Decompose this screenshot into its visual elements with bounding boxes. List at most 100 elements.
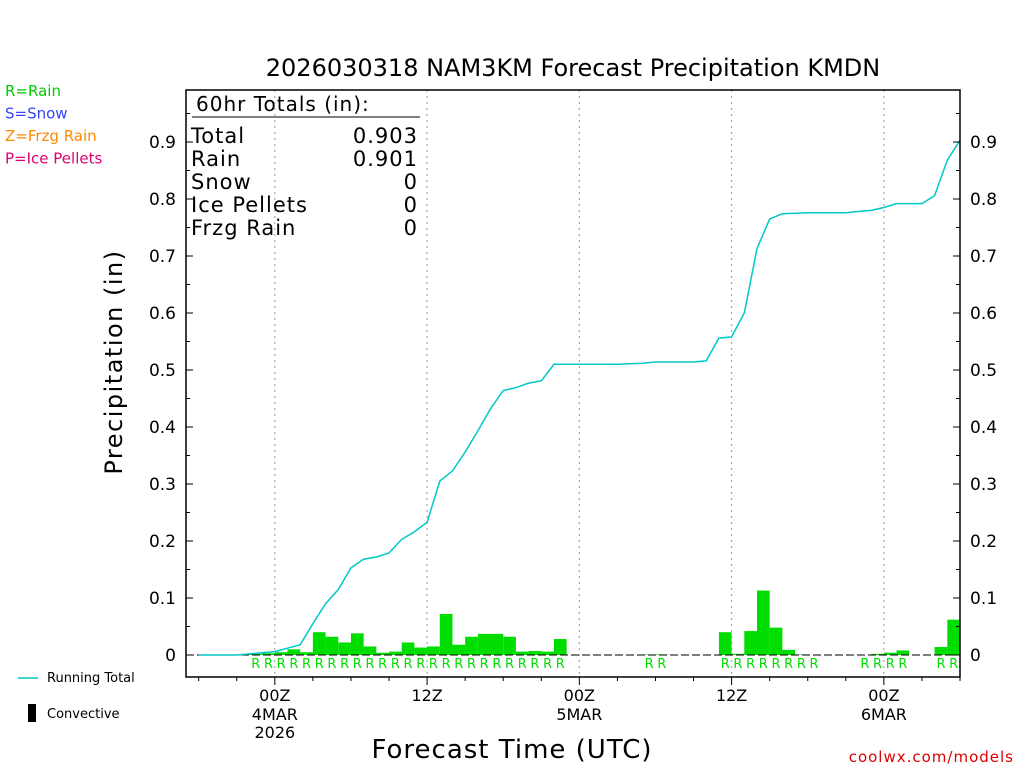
vertical-gridlines — [275, 90, 884, 677]
x-tick-label: 00Z — [868, 686, 899, 705]
totals-header: 60hr Totals (in): — [196, 92, 370, 116]
ptype-marker: R — [302, 657, 311, 672]
x-axis-label: Forecast Time (UTC) — [371, 735, 652, 765]
ptype-marker: R — [721, 657, 730, 672]
ptype-marker: R — [492, 657, 501, 672]
ptype-marker: R — [454, 657, 463, 672]
precip-bar — [744, 631, 757, 655]
ptype-marker: R — [353, 657, 362, 672]
ptype-marker: R — [505, 657, 514, 672]
ptype-marker: R — [429, 657, 438, 672]
ptype-legend-item: R=Rain — [5, 82, 61, 100]
ptype-marker: R — [480, 657, 489, 672]
precip-bar — [288, 649, 301, 655]
precip-bar — [770, 628, 783, 655]
ptype-marker: R — [340, 657, 349, 672]
y-tick-label-right: 0.4 — [970, 418, 997, 438]
x-tick-year: 2026 — [254, 723, 295, 742]
precip-bar — [389, 652, 402, 655]
x-tick-label: 12Z — [411, 686, 442, 705]
ptype-marker: R — [543, 657, 552, 672]
y-tick-label: 0.4 — [149, 418, 176, 438]
totals-row-value: 0.901 — [353, 147, 418, 171]
precip-bar — [554, 639, 567, 655]
precip-bar — [402, 642, 415, 655]
y-tick-label-right: 0.9 — [970, 133, 997, 153]
ptype-legend-item: Z=Frzg Rain — [5, 127, 97, 145]
precip-bar — [452, 645, 465, 655]
y-tick-label-right: 0.6 — [970, 304, 997, 324]
totals-rows: Total 0.903 Rain 0.901 Snow 0 Ice Pellets 0 Frzg… — [190, 124, 418, 240]
precip-bar — [719, 632, 732, 655]
precip-bar — [516, 652, 529, 655]
legend-label: Convective — [47, 707, 120, 722]
credit-text: coolwx.com/models — [849, 748, 1014, 766]
y-axis-label: Precipitation (in) — [100, 249, 128, 474]
y-tick-label-right: 0.8 — [970, 190, 997, 210]
totals-row-label: Rain — [191, 147, 241, 171]
ptype-marker: R — [277, 657, 286, 672]
ptype-marker: R — [391, 657, 400, 672]
precip-bar — [326, 637, 339, 655]
plot-frame — [186, 90, 960, 677]
y-tick-label: 0.9 — [149, 133, 176, 153]
ptype-marker: R — [442, 657, 451, 672]
ptype-legend-item: S=Snow — [5, 105, 68, 123]
precip-bar — [947, 620, 960, 655]
precip-bar — [351, 633, 364, 655]
ptype-marker: R — [556, 657, 565, 672]
totals-row-label: Total — [190, 124, 245, 148]
ptype-marker: R — [860, 657, 869, 672]
ptype-marker: R — [378, 657, 387, 672]
y-tick-label: 0.7 — [149, 247, 176, 267]
precipitation-chart: 2026030318 NAM3KM Forecast Precipitation… — [0, 0, 1024, 768]
ptype-marker: R — [530, 657, 539, 672]
y-tick-label: 0.6 — [149, 304, 176, 324]
y-tick-label-right: 0.2 — [970, 532, 997, 552]
ptype-marker: R — [936, 657, 945, 672]
y-tick-label: 0.5 — [149, 361, 176, 381]
totals-row-label: Frzg Rain — [191, 216, 296, 240]
y-tick-label: 0.2 — [149, 532, 176, 552]
ptype-marker: R — [733, 657, 742, 672]
x-tick-label: 12Z — [716, 686, 747, 705]
ptype-marker: R — [949, 657, 958, 672]
ptype-marker: R — [251, 657, 260, 672]
precip-bar — [529, 651, 542, 655]
totals-row-label: Snow — [191, 170, 252, 194]
x-tick-date: 4MAR — [252, 705, 298, 724]
precip-bar — [427, 646, 440, 655]
ptype-marker: R — [365, 657, 374, 672]
y-tick-label-right: 0 — [970, 646, 981, 666]
y-tick-label-right: 0.1 — [970, 589, 997, 609]
precip-bar — [491, 634, 504, 655]
ptype-marker: R — [467, 657, 476, 672]
y-tick-label-right: 0.7 — [970, 247, 997, 267]
ptype-legend-item: P=Ice Pellets — [5, 150, 102, 168]
ptype-marker: R — [264, 657, 273, 672]
ptype-marker: R — [518, 657, 527, 672]
chart-title: 2026030318 NAM3KM Forecast Precipitation… — [266, 54, 880, 82]
y-tick-label: 0 — [165, 646, 176, 666]
precip-bar — [503, 637, 516, 655]
precip-bar — [414, 648, 427, 655]
x-tick-date: 6MAR — [861, 705, 907, 724]
ptype-marker: R — [404, 657, 413, 672]
ptype-marker: R — [416, 657, 425, 672]
y-tick-label: 0.8 — [149, 190, 176, 210]
x-tick-label: 00Z — [259, 686, 290, 705]
ptype-marker: R — [315, 657, 324, 672]
ptype-marker: R — [784, 657, 793, 672]
ptype-marker: R — [657, 657, 666, 672]
precip-bar — [782, 650, 795, 655]
ptype-marker: R — [771, 657, 780, 672]
hourly-precip-bars — [237, 591, 960, 655]
precip-bar — [364, 646, 377, 655]
ptype-markers: RRRRRRRRRRRRRRRRRRRRRRRRRRRRRRRRRRRRRRRR… — [251, 657, 958, 672]
x-tick-label: 00Z — [564, 686, 595, 705]
precip-bar — [935, 647, 948, 655]
x-tick-date: 5MAR — [556, 705, 602, 724]
y-tick-label-right: 0.3 — [970, 475, 997, 495]
ptype-marker: R — [645, 657, 654, 672]
ptype-marker: R — [797, 657, 806, 672]
